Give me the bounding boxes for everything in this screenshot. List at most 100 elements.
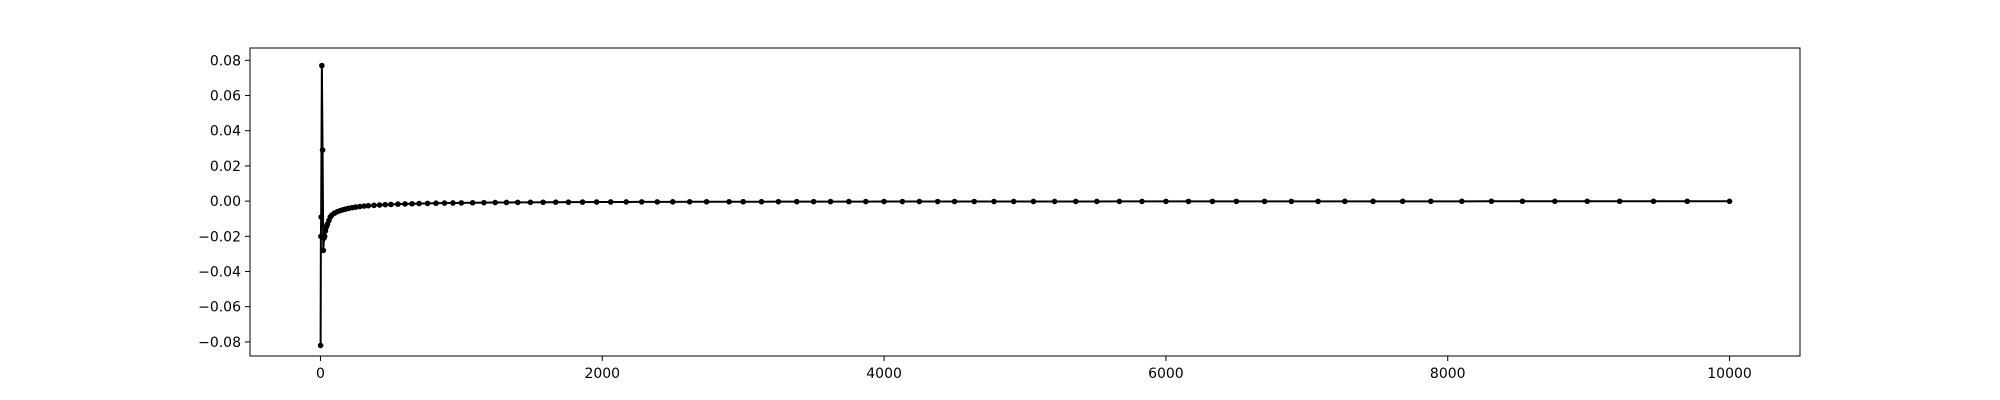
- data-point: [376, 202, 383, 208]
- data-point: [1315, 198, 1321, 205]
- data-point: [409, 200, 415, 207]
- data-point: [607, 199, 614, 205]
- data-point: [991, 198, 997, 205]
- data-point: [503, 199, 510, 206]
- data-point: [1163, 198, 1169, 205]
- y-tick-label: 0.00: [210, 194, 241, 210]
- data-point: [318, 214, 324, 220]
- data-point: [481, 199, 487, 206]
- y-tick-label: −0.06: [198, 300, 241, 316]
- data-point: [951, 198, 958, 205]
- x-axis: 0 2000 4000 6000 8000 10000: [316, 356, 1752, 382]
- data-point: [395, 201, 401, 207]
- data-point: [740, 198, 746, 205]
- data-point: [371, 202, 377, 209]
- data-point: [469, 199, 476, 206]
- data-point: [552, 199, 559, 205]
- data-point: [810, 198, 817, 205]
- plot-area-frame: [249, 47, 1801, 357]
- data-point: [686, 199, 693, 205]
- data-point: [1370, 198, 1376, 205]
- y-axis: −0.08 −0.06 −0.04 −0.02 0.00 0.02 0.04 0.06 0.08: [198, 53, 250, 351]
- data-point: [638, 199, 645, 205]
- x-tick-label: 10000: [1707, 366, 1752, 382]
- y-tick-label: −0.02: [198, 229, 241, 245]
- data-point: [492, 199, 498, 206]
- y-tick-label: 0.06: [210, 89, 241, 105]
- series-layer: [317, 62, 1733, 349]
- data-point: [1428, 198, 1434, 205]
- data-point: [1139, 198, 1145, 205]
- data-point: [450, 200, 456, 206]
- data-point: [1342, 198, 1348, 205]
- data-point: [416, 200, 422, 207]
- data-point: [899, 198, 906, 205]
- data-point: [881, 198, 887, 205]
- y-tick-label: −0.08: [198, 335, 241, 351]
- data-point: [593, 199, 600, 205]
- y-tick-label: 0.02: [210, 159, 241, 175]
- data-point: [317, 342, 324, 349]
- data-point: [1209, 198, 1216, 205]
- data-point: [514, 199, 521, 206]
- data-point: [862, 198, 869, 205]
- data-point: [319, 62, 325, 69]
- data-point: [934, 198, 941, 205]
- data-point: [1010, 198, 1017, 205]
- x-tick-label: 2000: [584, 366, 620, 382]
- data-point: [1616, 198, 1623, 205]
- data-point: [433, 200, 439, 207]
- data-point: [357, 203, 363, 210]
- data-point: [1051, 198, 1058, 205]
- data-point: [1459, 198, 1465, 205]
- data-point: [793, 198, 800, 205]
- data-point: [1488, 198, 1495, 205]
- data-point: [1684, 198, 1691, 205]
- data-point: [1399, 198, 1406, 205]
- y-tick-label: 0.04: [210, 124, 241, 140]
- data-point: [1519, 198, 1526, 205]
- x-tick-label: 6000: [1148, 366, 1184, 382]
- data-point: [971, 198, 978, 205]
- data-point: [669, 199, 676, 205]
- data-point: [1185, 198, 1192, 205]
- data-point: [388, 201, 394, 208]
- y-tick-label: −0.04: [198, 265, 241, 281]
- data-point: [1030, 198, 1037, 205]
- data-point: [1650, 198, 1657, 205]
- data-point: [726, 198, 732, 205]
- data-point: [758, 198, 765, 205]
- data-point: [352, 204, 359, 210]
- data-point: [320, 247, 327, 254]
- data-point: [1116, 198, 1123, 205]
- data-point: [1233, 198, 1240, 205]
- data-point: [1552, 198, 1558, 205]
- x-tick-label: 0: [316, 366, 325, 382]
- data-point: [1261, 198, 1268, 205]
- data-point: [916, 198, 923, 205]
- data-point: [527, 199, 534, 206]
- data-point: [579, 199, 586, 205]
- data-point: [623, 199, 630, 205]
- data-point: [827, 198, 834, 205]
- data-point: [424, 200, 431, 207]
- data-point: [361, 203, 367, 209]
- data-point: [441, 200, 448, 206]
- data-point: [654, 199, 661, 205]
- data-point: [846, 198, 852, 205]
- x-tick-label: 4000: [866, 366, 902, 382]
- data-point: [365, 202, 372, 209]
- data-point: [703, 198, 710, 205]
- data-point: [1726, 198, 1733, 205]
- data-point: [1584, 198, 1591, 205]
- data-point: [540, 199, 546, 206]
- y-tick-label: 0.08: [210, 53, 241, 69]
- data-point: [402, 201, 408, 207]
- data-point: [458, 200, 465, 206]
- data-point: [775, 198, 782, 205]
- data-point: [319, 147, 326, 153]
- data-point: [1094, 198, 1100, 205]
- data-point: [565, 199, 572, 205]
